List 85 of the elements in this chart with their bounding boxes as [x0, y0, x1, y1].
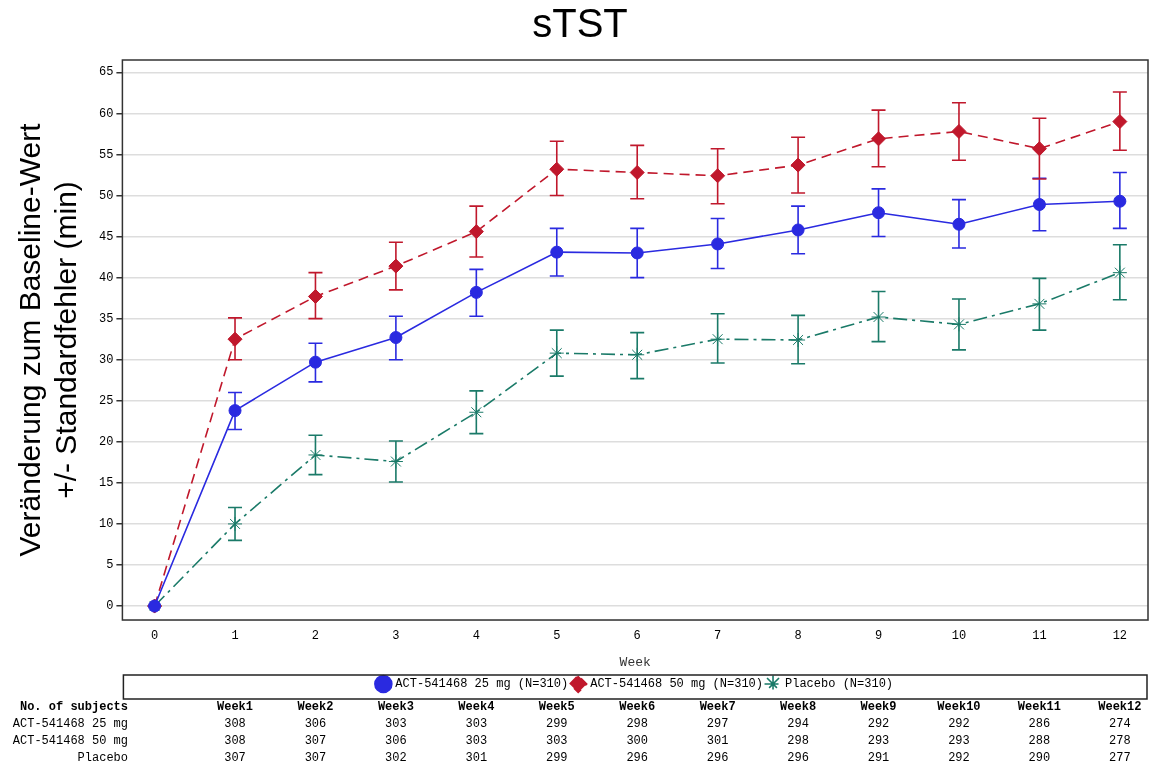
text: ACT-541468 50 mg — [12, 734, 128, 748]
text: 286 — [1028, 717, 1051, 731]
y-tick-label: 5 — [106, 558, 114, 573]
text: 307 — [224, 751, 246, 765]
x-tick-label: 3 — [392, 629, 400, 644]
text: 288 — [1028, 734, 1051, 748]
y-tick-label: 10 — [99, 517, 114, 532]
text: Week12 — [1098, 700, 1142, 714]
text: 292 — [948, 751, 970, 765]
x-tick-label: 8 — [794, 629, 802, 644]
text: 303 — [465, 717, 488, 731]
text: 277 — [1109, 751, 1131, 765]
x-tick-label: 2 — [311, 629, 320, 644]
text: 293 — [867, 734, 890, 748]
y-tick-label: 65 — [99, 65, 114, 80]
text: 300 — [626, 734, 649, 748]
text: Week6 — [619, 700, 656, 714]
x-tick-label: 11 — [1032, 629, 1047, 644]
x-tick-label: 6 — [633, 629, 641, 644]
y-tick-label: 30 — [99, 352, 114, 367]
text: 294 — [787, 717, 809, 731]
text: Week1 — [217, 700, 254, 714]
x-tick-label: 1 — [231, 629, 239, 644]
x-tick-label: 0 — [150, 629, 159, 644]
text: 306 — [304, 717, 327, 731]
text: Week5 — [538, 700, 575, 714]
text: Week2 — [297, 700, 334, 714]
y-tick-label: 60 — [99, 106, 114, 121]
text: 296 — [706, 751, 729, 765]
text: Week8 — [780, 700, 817, 714]
text: 293 — [948, 734, 970, 748]
text: Week3 — [377, 700, 414, 714]
x-tick-label: 9 — [874, 629, 883, 644]
text: ACT-541468 25 mg — [12, 717, 128, 731]
y-tick-label: 55 — [99, 147, 114, 162]
text: Week9 — [860, 700, 897, 714]
text: 292 — [867, 717, 890, 731]
text: 296 — [787, 751, 809, 765]
text: 303 — [385, 717, 407, 731]
text: 291 — [867, 751, 890, 765]
text: 274 — [1109, 717, 1131, 731]
text: Week10 — [937, 700, 981, 714]
y-tick-label: 0 — [106, 599, 114, 614]
text: 278 — [1109, 734, 1131, 748]
x-tick-label: 10 — [951, 629, 967, 644]
text: 303 — [545, 734, 568, 748]
text: 290 — [1028, 751, 1051, 765]
x-tick-label: 12 — [1112, 629, 1128, 644]
text: 306 — [385, 734, 407, 748]
text: No. of subjects — [19, 700, 128, 714]
x-tick-label: 4 — [472, 629, 480, 644]
text: 302 — [385, 751, 407, 765]
text: Week11 — [1017, 700, 1062, 714]
text: 307 — [304, 751, 327, 765]
y-tick-label: 40 — [99, 270, 114, 285]
legend-label: ACT-541468 25 mg (N=310) — [395, 677, 569, 692]
text: 301 — [706, 734, 729, 748]
text: 308 — [224, 717, 246, 731]
text: 297 — [706, 717, 729, 731]
chart-title: sTST — [532, 1, 628, 46]
y-tick-label: 50 — [99, 188, 114, 203]
legend-label: Placebo (N=310) — [785, 677, 894, 692]
text: Placebo — [77, 751, 128, 765]
text: 308 — [224, 734, 246, 748]
y-tick-label: 15 — [99, 476, 114, 491]
text: 301 — [465, 751, 488, 765]
legend-label: ACT-541468 50 mg (N=310) — [590, 677, 764, 692]
y-axis-title: Veränderung zum Baseline-Wert +/- Standardfehler (min) — [13, 122, 83, 557]
y-tick-label: 45 — [99, 229, 114, 244]
y-tick-label: 35 — [99, 311, 114, 326]
x-tick-label: 7 — [714, 629, 722, 644]
text: 299 — [545, 751, 568, 765]
text: 303 — [465, 734, 488, 748]
text: Week7 — [699, 700, 736, 714]
x-tick-label: 5 — [553, 629, 561, 644]
text: 296 — [626, 751, 649, 765]
text: 298 — [787, 734, 809, 748]
text: 299 — [545, 717, 568, 731]
text: Week4 — [458, 700, 495, 714]
text: 307 — [304, 734, 327, 748]
y-tick-label: 20 — [99, 434, 114, 449]
y-tick-label: 25 — [99, 393, 114, 408]
text: 292 — [948, 717, 970, 731]
text: 298 — [626, 717, 649, 731]
x-axis-title: Week — [619, 654, 651, 670]
